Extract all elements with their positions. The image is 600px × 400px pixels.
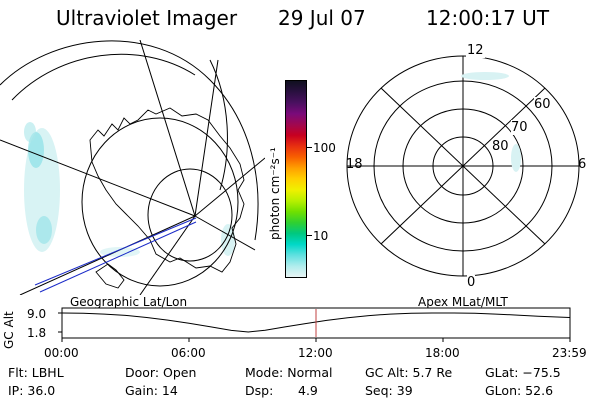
colorbar-tick <box>306 235 312 236</box>
date-label: 29 Jul 07 <box>278 6 366 30</box>
colorbar-unit-label: photon cm⁻²s⁻¹ <box>268 147 282 240</box>
door-readout: Door: Open <box>125 365 197 380</box>
look-direction-line <box>39 221 197 293</box>
ip-readout: IP: 36.0 <box>8 383 56 398</box>
colorbar <box>285 80 307 278</box>
meridian-line <box>19 215 196 295</box>
gain-readout: Gain: 14 <box>125 383 178 398</box>
latitude-circle-outer <box>81 117 239 287</box>
timeline-x-tick-label: 12:00 <box>298 346 333 360</box>
mlat-label-80: 80 <box>492 139 509 154</box>
coastline-island <box>95 263 125 289</box>
timeline-y-tick: 9.0 <box>27 307 47 321</box>
meridian-line <box>194 215 256 251</box>
mlt-line-diagonal <box>380 87 546 245</box>
timeline-x-tick-label: 23:59 <box>552 346 587 360</box>
timeline-x-tick-label: 06:00 <box>171 346 206 360</box>
mlat-label-60: 60 <box>534 97 551 112</box>
latitude-circle-inner <box>147 168 233 262</box>
look-direction-line <box>34 217 197 286</box>
meridian-line <box>194 157 265 217</box>
coastline-antarctica <box>89 107 245 273</box>
aurora-emission <box>24 122 235 257</box>
filter-readout: Flt: LBHL <box>8 365 64 380</box>
timeline-x-tick-label: 00:00 <box>44 346 79 360</box>
aurora-emission <box>511 144 521 172</box>
timeline-right-title: Apex MLat/MLT <box>418 295 508 309</box>
latitude-arc <box>11 53 196 101</box>
geographic-map <box>0 40 265 295</box>
mode-readout: Mode: Normal <box>245 365 333 380</box>
glat-readout: GLat: −75.5 <box>485 365 561 380</box>
dsp-readout-label: Dsp: <box>245 383 274 398</box>
meridian-line <box>0 139 196 217</box>
mlt-label-12: 12 <box>466 43 485 58</box>
dsp-readout-value: 4.9 <box>298 383 318 398</box>
timeline-left-title: Geographic Lat/Lon <box>70 295 188 309</box>
timeline-x-tick-label: 18:00 <box>425 346 460 360</box>
polar-plot <box>346 55 580 277</box>
colorbar-tick-label: 10 <box>313 229 329 243</box>
glon-readout: GLon: 52.6 <box>485 383 554 398</box>
mlat-label-70: 70 <box>511 120 528 135</box>
gc-alt-readout: GC Alt: 5.7 Re <box>365 365 453 380</box>
altitude-chart <box>58 307 571 342</box>
colorbar-tick-label: 100 <box>313 141 336 155</box>
aurora-emission <box>461 72 509 80</box>
meridian-line <box>194 59 219 217</box>
meridian-arc <box>209 59 228 191</box>
time-label: 12:00:17 UT <box>426 6 550 30</box>
meridian-line <box>139 215 196 295</box>
colorbar-tick <box>306 147 312 148</box>
altitude-series-line <box>61 312 570 333</box>
seq-readout: Seq: 39 <box>365 383 413 398</box>
colorbar-gradient <box>286 81 306 277</box>
mlt-label-0: 0 <box>467 275 476 290</box>
earth-limb <box>0 40 259 241</box>
timeline-y-tick: 1.8 <box>27 326 47 340</box>
mlt-label-6: 6 <box>578 157 587 172</box>
meridian-line <box>139 40 196 217</box>
instrument-title: Ultraviolet Imager <box>56 6 238 30</box>
mlt-label-18: 18 <box>346 157 363 172</box>
